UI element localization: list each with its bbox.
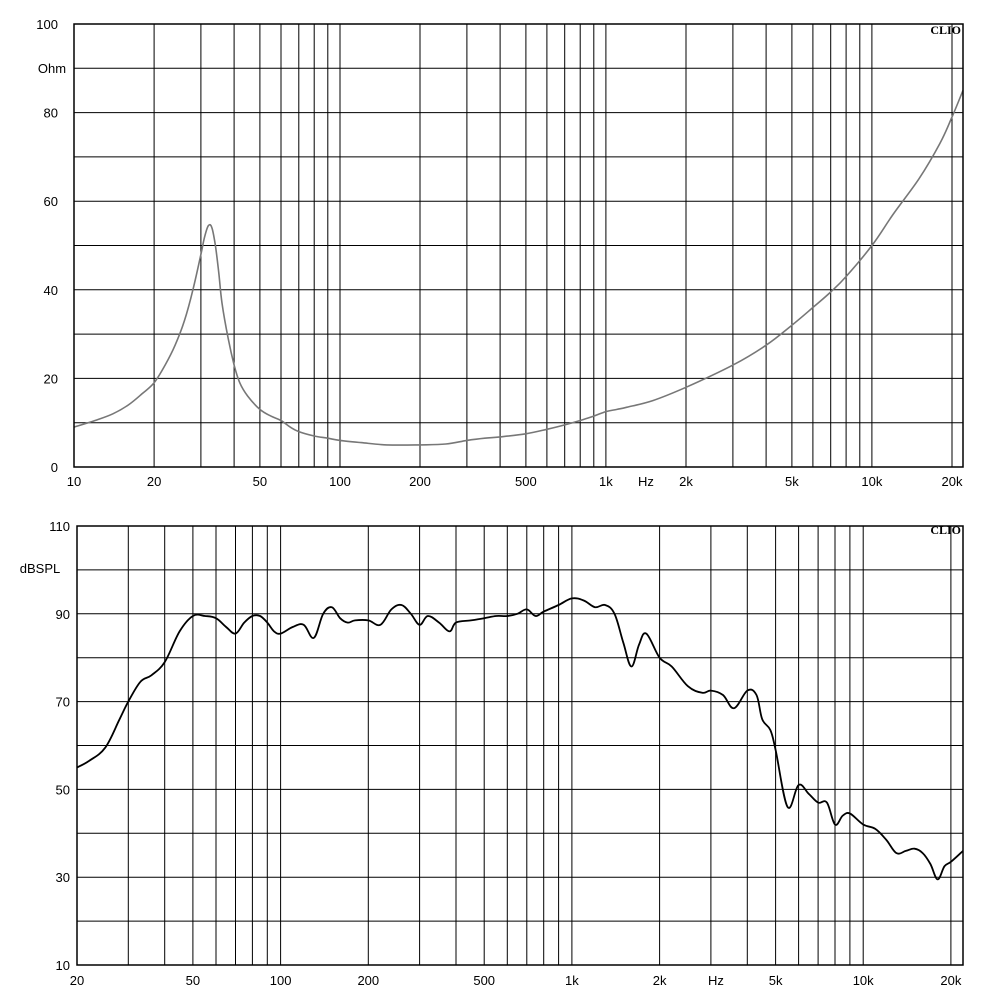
x-tick-label: 200 — [357, 973, 379, 988]
x-tick-label: 100 — [270, 973, 292, 988]
y-tick-label: 0 — [51, 460, 58, 475]
impedance-chart: 10 20 50 100 200 500 1k 2k 5k 10k 20k020406080100 … — [36, 17, 964, 489]
frequency-response-plot-frame — [76, 525, 964, 966]
y-tick-label: 100 — [36, 17, 58, 32]
impedance-tick-labels: 10 20 50 100 200 500 1k 2k 5k 10k 20k 0 20 40 60 80 100 — [36, 17, 963, 489]
x-tick-label: 2k — [679, 474, 693, 489]
x-tick-label: 500 — [515, 474, 537, 489]
y-tick-label: 80 — [44, 106, 58, 121]
frequency-response-tick-labels: 20 50 100 200 500 1k 2k 5k 10k 20k 10 30 50 70 90 110 — [49, 519, 962, 988]
impedance-grid — [74, 24, 963, 467]
x-tick-label: 500 — [473, 973, 495, 988]
x-tick-label: 1k — [599, 474, 613, 489]
y-tick-label: 70 — [56, 695, 70, 710]
y-tick-label: 60 — [44, 194, 58, 209]
x-tick-label: 20k — [940, 973, 961, 988]
frequency-response-y-unit-label: dBSPL — [20, 561, 60, 576]
x-tick-label: 100 — [329, 474, 351, 489]
x-tick-label: 5k — [769, 973, 783, 988]
y-tick-label: 50 — [56, 782, 70, 797]
impedance-y-unit-label: Ohm — [38, 61, 66, 76]
frequency-response-chart: 20 50 100 200 500 1k 2k 5k 10k 20k 10 30 50 70 90 110 d… — [20, 519, 964, 988]
x-tick-label: 200 — [409, 474, 431, 489]
x-tick-label: 20 — [147, 474, 161, 489]
frequency-response-grid — [77, 526, 963, 965]
frequency-response-brand-label: CLIO — [930, 523, 961, 537]
x-tick-label: 2k — [653, 973, 667, 988]
x-tick-label: 10k — [861, 474, 882, 489]
y-tick-label: 90 — [56, 607, 70, 622]
impedance-series-line — [73, 90, 964, 446]
y-tick-label: 20 — [44, 371, 58, 386]
impedance-brand-label: CLIO — [930, 23, 961, 37]
x-tick-label: 20k — [942, 474, 963, 489]
impedance-plot-frame — [73, 23, 964, 468]
impedance-x-unit-label: Hz — [638, 474, 654, 489]
x-tick-label: 1k — [565, 973, 579, 988]
frequency-response-series-line — [76, 597, 964, 881]
y-tick-label: 110 — [49, 519, 70, 534]
y-tick-label: 30 — [56, 870, 70, 885]
x-tick-label: 20 — [70, 973, 84, 988]
x-tick-label: 50 — [253, 474, 267, 489]
y-tick-label: 40 — [44, 283, 58, 298]
x-tick-label: 10 — [67, 474, 81, 489]
x-tick-label: 5k — [785, 474, 799, 489]
frequency-response-x-unit-label: Hz — [708, 973, 724, 988]
y-tick-label: 10 — [56, 958, 70, 973]
x-tick-label: 10k — [853, 973, 874, 988]
x-tick-label: 50 — [186, 973, 200, 988]
